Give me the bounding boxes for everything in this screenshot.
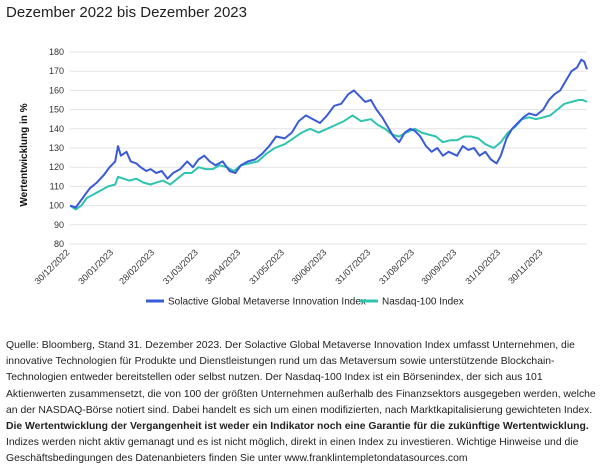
footnote: Quelle: Bloomberg, Stand 31. Dezember 20… [6, 338, 600, 468]
legend: Solactive Global Metaverse Innovation In… [146, 297, 464, 308]
legend-label: Solactive Global Metaverse Innovation In… [168, 297, 366, 308]
y-tick-label: 90 [54, 220, 64, 230]
line-chart: 80 90 100 110 120 130 140 150 160 170 180 30/12/20… [19, 47, 588, 308]
y-tick-label: 120 [49, 162, 64, 172]
x-axis-ticks: 30/12/2022 30/01/2023 28/02/2023 31/03/2023… [32, 247, 544, 286]
legend-label: Nasdaq-100 Index [382, 297, 464, 308]
y-tick-label: 100 [49, 201, 64, 211]
y-tick-label: 180 [49, 47, 64, 57]
y-tick-label: 160 [49, 85, 64, 95]
y-tick-label: 110 [50, 181, 64, 191]
series-line-2 [69, 99, 588, 211]
x-tick-label: 31/03/2023 [161, 247, 200, 286]
y-axis-ticks: 80 90 100 110 120 130 140 150 160 170 180 [49, 47, 64, 249]
series-lines [69, 58, 588, 211]
y-tick-label: 170 [49, 66, 64, 76]
footnote-disclaimer: Die Wertentwicklung der Vergangenheit is… [6, 421, 589, 433]
y-tick-label: 130 [49, 143, 64, 153]
y-tick-label: 80 [54, 239, 64, 249]
x-tick-label: 30/12/2022 [32, 247, 71, 286]
x-tick-label: 31/05/2023 [247, 247, 286, 286]
series-line-1 [69, 58, 588, 209]
x-tick-label: 31/07/2023 [333, 247, 372, 286]
x-tick-label: 30/06/2023 [290, 247, 329, 286]
x-tick-label: 30/11/2023 [506, 247, 544, 285]
x-tick-label: 30/04/2023 [203, 247, 242, 286]
x-tick-label: 30/01/2023 [76, 247, 115, 286]
x-tick-label: 31/08/2023 [377, 247, 416, 286]
chart-title: Dezember 2022 bis Dezember 2023 [6, 4, 247, 21]
x-tick-label: 31/10/2023 [463, 247, 502, 286]
y-axis-label: Wertentwicklung in % [19, 103, 30, 206]
footnote-outro: Indizes werden nicht aktiv gemanagt und … [6, 437, 579, 465]
y-tick-label: 150 [49, 105, 64, 115]
footnote-intro: Quelle: Bloomberg, Stand 31. Dezember 20… [6, 340, 596, 416]
gridlines [70, 51, 587, 245]
x-tick-label: 30/09/2023 [420, 247, 459, 286]
y-tick-label: 140 [49, 124, 64, 134]
x-tick-label: 28/02/2023 [117, 247, 156, 286]
